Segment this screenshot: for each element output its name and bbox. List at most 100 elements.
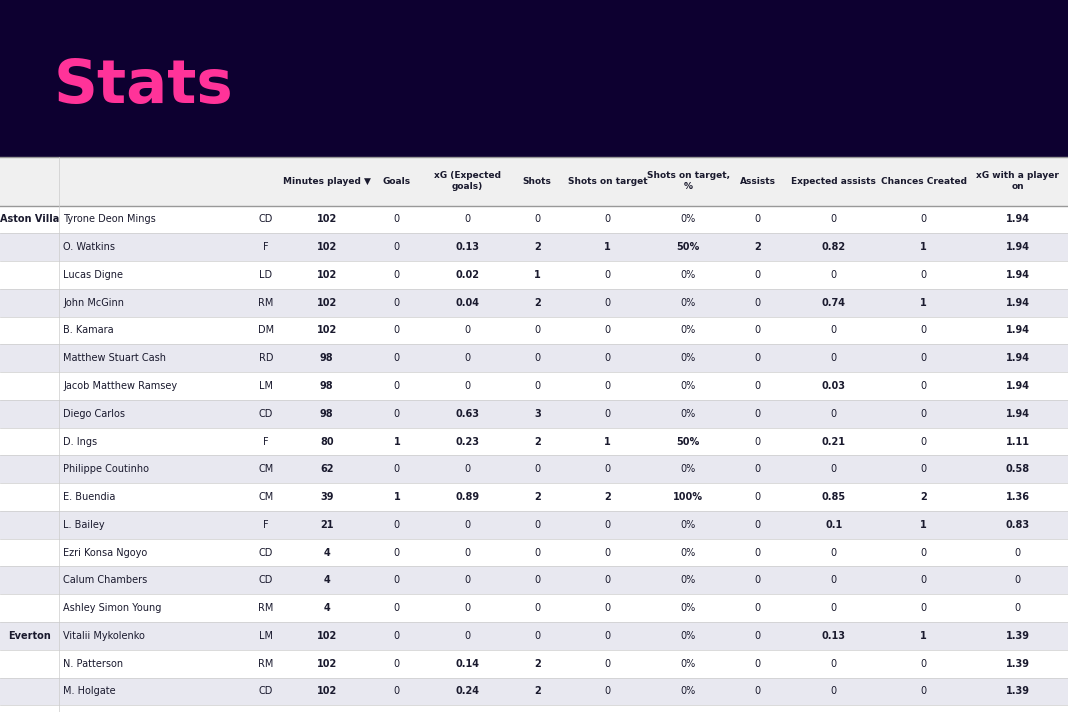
Text: 0%: 0% bbox=[680, 325, 695, 335]
Text: 0: 0 bbox=[921, 575, 927, 585]
Text: 0%: 0% bbox=[680, 214, 695, 224]
Text: 1.94: 1.94 bbox=[1006, 409, 1030, 419]
Text: LD: LD bbox=[260, 270, 272, 280]
Text: 0: 0 bbox=[755, 520, 760, 530]
Text: 50%: 50% bbox=[676, 436, 700, 446]
Text: 0%: 0% bbox=[680, 659, 695, 669]
Text: 0.02: 0.02 bbox=[455, 270, 480, 280]
Text: RD: RD bbox=[258, 353, 273, 363]
Text: 0: 0 bbox=[534, 464, 540, 474]
Text: 0: 0 bbox=[465, 353, 470, 363]
Text: 0: 0 bbox=[394, 520, 400, 530]
Text: 0: 0 bbox=[394, 464, 400, 474]
Text: 0: 0 bbox=[534, 631, 540, 641]
Text: CD: CD bbox=[258, 548, 273, 557]
Text: 2: 2 bbox=[534, 686, 540, 696]
Text: 1: 1 bbox=[604, 436, 611, 446]
Text: 0: 0 bbox=[921, 436, 927, 446]
Text: 0: 0 bbox=[394, 659, 400, 669]
Text: 4: 4 bbox=[324, 548, 330, 557]
Text: 0%: 0% bbox=[680, 464, 695, 474]
Text: 2: 2 bbox=[534, 659, 540, 669]
Text: 0: 0 bbox=[755, 603, 760, 613]
Text: 0: 0 bbox=[394, 603, 400, 613]
Text: DM: DM bbox=[257, 325, 274, 335]
Text: 1: 1 bbox=[604, 242, 611, 252]
Text: Tyrone Deon Mings: Tyrone Deon Mings bbox=[63, 214, 156, 224]
Text: 0: 0 bbox=[755, 492, 760, 502]
Text: 98: 98 bbox=[320, 409, 333, 419]
Text: LM: LM bbox=[258, 631, 273, 641]
Text: Stats: Stats bbox=[53, 57, 233, 115]
Text: Aston Villa: Aston Villa bbox=[0, 214, 59, 224]
Text: 1: 1 bbox=[921, 242, 927, 252]
Text: 100%: 100% bbox=[673, 492, 703, 502]
Text: 0.89: 0.89 bbox=[455, 492, 480, 502]
Text: CM: CM bbox=[258, 492, 273, 502]
Text: 0: 0 bbox=[604, 603, 611, 613]
Text: 102: 102 bbox=[316, 298, 336, 308]
Bar bbox=[0, 650, 1068, 678]
Text: 1: 1 bbox=[534, 270, 540, 280]
Bar bbox=[0, 539, 1068, 567]
Text: 0: 0 bbox=[534, 575, 540, 585]
Bar bbox=[0, 483, 1068, 511]
Text: 21: 21 bbox=[320, 520, 333, 530]
Text: 102: 102 bbox=[316, 270, 336, 280]
Bar bbox=[0, 511, 1068, 539]
Text: 0: 0 bbox=[604, 381, 611, 391]
Text: 1.94: 1.94 bbox=[1006, 298, 1030, 308]
Text: 0: 0 bbox=[755, 353, 760, 363]
Text: 1: 1 bbox=[921, 631, 927, 641]
Text: 0: 0 bbox=[831, 464, 837, 474]
Text: 0: 0 bbox=[755, 270, 760, 280]
Text: Lucas Digne: Lucas Digne bbox=[63, 270, 124, 280]
Text: 1.39: 1.39 bbox=[1006, 659, 1030, 669]
Text: 0: 0 bbox=[534, 214, 540, 224]
Text: 0: 0 bbox=[394, 381, 400, 391]
Text: Assists: Assists bbox=[740, 177, 775, 186]
Text: 102: 102 bbox=[316, 659, 336, 669]
Text: 0: 0 bbox=[465, 464, 470, 474]
Text: M. Holgate: M. Holgate bbox=[63, 686, 116, 696]
Text: 0: 0 bbox=[604, 298, 611, 308]
Text: 2: 2 bbox=[534, 242, 540, 252]
Text: 0: 0 bbox=[534, 325, 540, 335]
Text: F: F bbox=[263, 242, 269, 252]
Text: 0: 0 bbox=[394, 686, 400, 696]
Text: 0: 0 bbox=[921, 659, 927, 669]
Text: 1.94: 1.94 bbox=[1006, 270, 1030, 280]
Text: 0.03: 0.03 bbox=[822, 381, 846, 391]
Text: 0: 0 bbox=[604, 631, 611, 641]
Text: RM: RM bbox=[258, 603, 273, 613]
Text: 0.82: 0.82 bbox=[822, 242, 846, 252]
Text: 0: 0 bbox=[921, 381, 927, 391]
Text: O. Watkins: O. Watkins bbox=[63, 242, 115, 252]
Text: 1.39: 1.39 bbox=[1006, 631, 1030, 641]
Text: 0: 0 bbox=[534, 603, 540, 613]
Text: 0: 0 bbox=[604, 575, 611, 585]
Text: 0: 0 bbox=[465, 520, 470, 530]
Text: 0%: 0% bbox=[680, 603, 695, 613]
Text: 0: 0 bbox=[1015, 603, 1021, 613]
Text: 0.21: 0.21 bbox=[822, 436, 846, 446]
Text: 0: 0 bbox=[465, 603, 470, 613]
Text: Diego Carlos: Diego Carlos bbox=[63, 409, 125, 419]
Text: 0: 0 bbox=[921, 464, 927, 474]
Text: Expected assists: Expected assists bbox=[791, 177, 877, 186]
Text: 98: 98 bbox=[320, 381, 333, 391]
Text: 0: 0 bbox=[604, 464, 611, 474]
Text: 0: 0 bbox=[604, 270, 611, 280]
Text: 0: 0 bbox=[534, 381, 540, 391]
Text: 0: 0 bbox=[534, 353, 540, 363]
Text: 50%: 50% bbox=[676, 242, 700, 252]
Text: 0: 0 bbox=[604, 353, 611, 363]
Text: 0%: 0% bbox=[680, 298, 695, 308]
Text: 0: 0 bbox=[831, 214, 837, 224]
Bar bbox=[0, 456, 1068, 483]
Text: 2: 2 bbox=[921, 492, 927, 502]
Text: 0: 0 bbox=[465, 214, 470, 224]
Text: 0.85: 0.85 bbox=[822, 492, 846, 502]
Text: 0: 0 bbox=[755, 298, 760, 308]
Text: 0: 0 bbox=[394, 298, 400, 308]
